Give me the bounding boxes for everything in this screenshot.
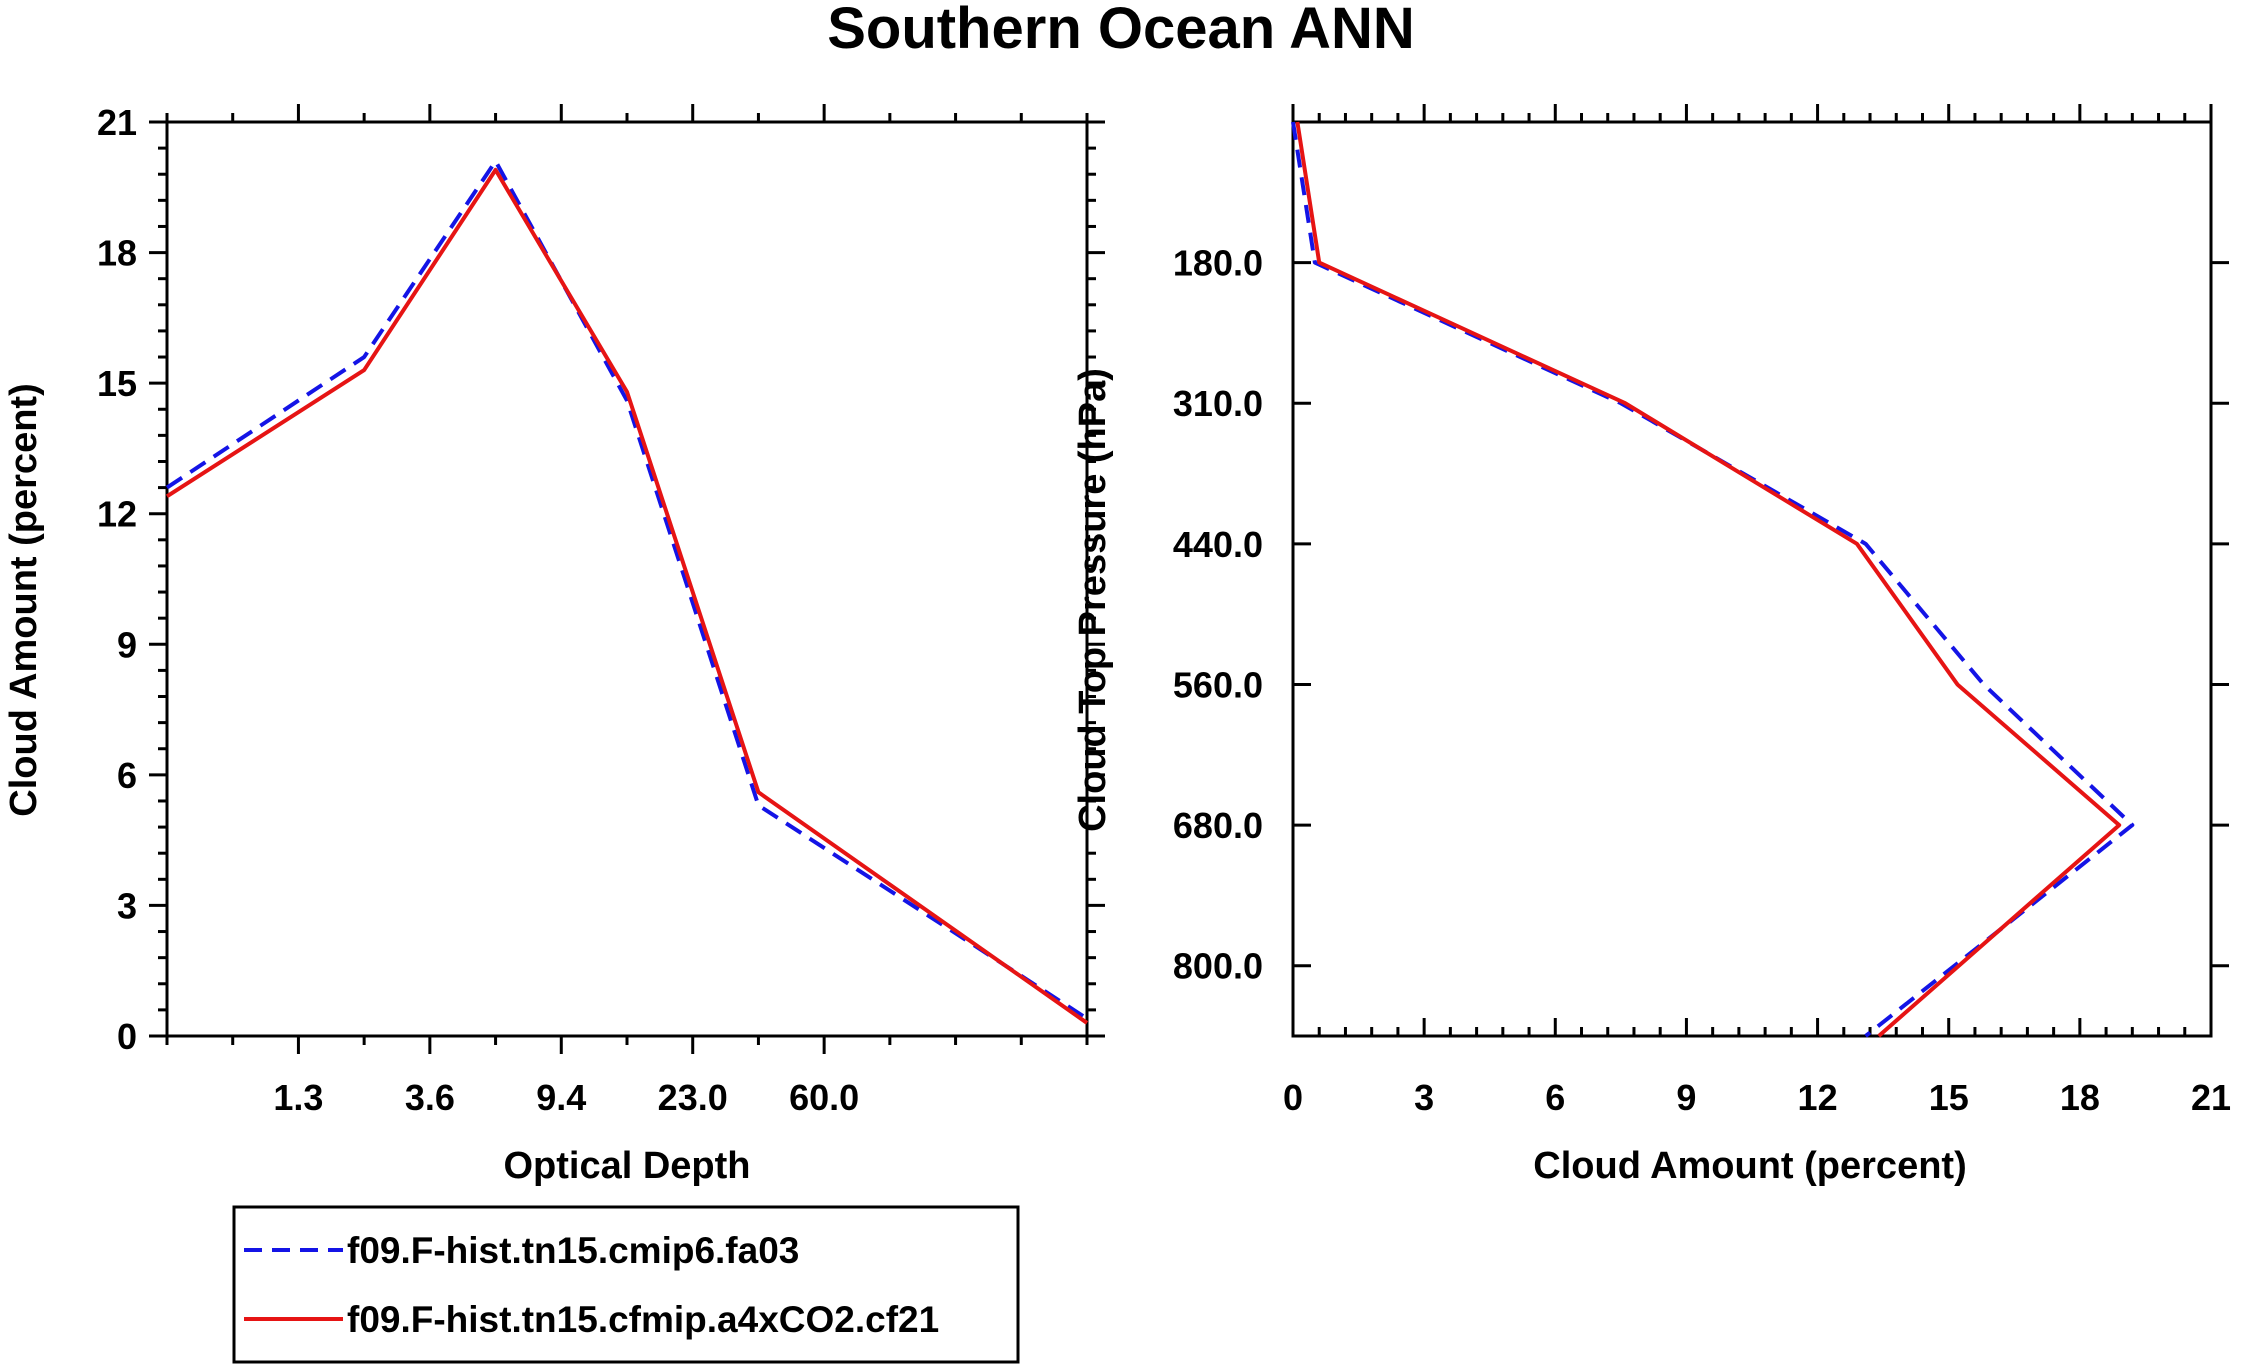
left-y-axis-label: Cloud Amount (percent) <box>3 383 45 816</box>
right-x-tick-label: 12 <box>1798 1077 1838 1118</box>
right-y-tick-label: 680.0 <box>1173 805 1263 846</box>
left-x-axis-label: Optical Depth <box>503 1145 750 1187</box>
left-y-tick-label: 6 <box>117 755 137 796</box>
left-x-tick-label: 23.0 <box>658 1077 728 1118</box>
right-y-tick-label: 800.0 <box>1173 946 1263 987</box>
right-x-tick-label: 18 <box>2060 1077 2100 1118</box>
left-series-line-2 <box>165 167 1089 1025</box>
legend: f09.F-hist.tn15.cmip6.fa03 f09.F-hist.tn… <box>232 1205 1020 1364</box>
right-y-tick-label: 180.0 <box>1173 243 1263 284</box>
chart-title: Southern Ocean ANN <box>827 0 1415 61</box>
left-y-tick-label: 18 <box>97 233 137 274</box>
left-panel: 0 3 6 9 12 15 18 21 1.3 3.6 9.4 23.0 60.0 <box>97 102 1105 1118</box>
left-x-tick-label: 1.3 <box>273 1077 323 1118</box>
legend-box <box>232 1205 1020 1364</box>
left-plot-frame <box>165 120 1089 1038</box>
legend-label-series-1: f09.F-hist.tn15.cmip6.fa03 <box>347 1230 799 1271</box>
legend-label-series-2: f09.F-hist.tn15.cfmip.a4xCO2.cf21 <box>347 1299 939 1340</box>
right-y-tick-label: 310.0 <box>1173 383 1263 424</box>
left-x-tick-label: 3.6 <box>405 1077 455 1118</box>
right-x-tick-label: 3 <box>1414 1077 1434 1118</box>
right-x-tick-label: 0 <box>1283 1077 1303 1118</box>
right-panel: 0 3 6 9 12 15 18 21 180.0 310.0 440.0 560.0 680.0 800… <box>1173 104 2231 1118</box>
left-y-tick-label: 0 <box>117 1016 137 1057</box>
left-x-tick-label: 9.4 <box>536 1077 586 1118</box>
right-x-axis-label: Cloud Amount (percent) <box>1533 1145 1966 1187</box>
right-x-tick-label: 6 <box>1545 1077 1565 1118</box>
right-series-line-1 <box>1291 121 2135 1038</box>
right-y-tick-label: 440.0 <box>1173 524 1263 565</box>
left-y-tick-label: 9 <box>117 624 137 665</box>
right-plot-frame <box>1291 120 2213 1038</box>
left-y-tick-label: 12 <box>97 494 137 535</box>
left-y-tick-label: 15 <box>97 363 137 404</box>
left-y-tick-label: 3 <box>117 885 137 926</box>
right-y-axis-label: Cloud Top Pressure (hPa) <box>1072 368 1114 832</box>
right-series-line-2 <box>1295 121 2122 1038</box>
left-x-tick-label: 60.0 <box>789 1077 859 1118</box>
right-y-tick-label: 560.0 <box>1173 664 1263 705</box>
left-y-tick-label: 21 <box>97 102 137 143</box>
right-x-tick-label: 21 <box>2191 1077 2231 1118</box>
right-x-tick-label: 9 <box>1676 1077 1696 1118</box>
right-x-tick-label: 15 <box>1929 1077 1969 1118</box>
left-series-line-1 <box>165 159 1089 1021</box>
